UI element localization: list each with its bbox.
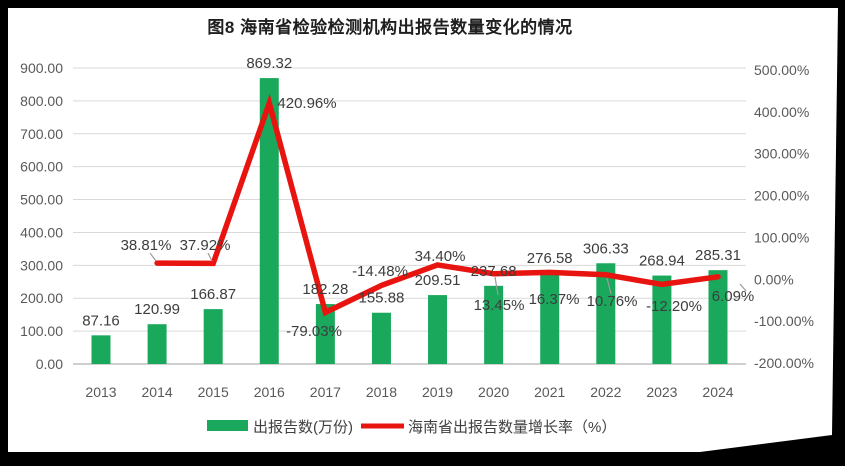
line-value-label: 13.45% [474, 297, 525, 314]
right-axis-tick: 300.00% [754, 146, 809, 162]
bar-value-label: 120.99 [134, 301, 180, 318]
right-axis-tick: 0.00% [754, 271, 794, 287]
growth-line [154, 93, 721, 317]
line-value-label: -79.03% [286, 323, 342, 340]
bar-value-label: 209.51 [415, 272, 461, 289]
left-axis-tick: 700.00 [20, 126, 63, 142]
x-axis-label: 2014 [142, 384, 173, 400]
line-value-labels: 38.81% 37.92% 420.96% -79.03% -14.48% 34.40% 1… [121, 95, 755, 340]
line-value-label: 6.09% [712, 288, 755, 305]
growth-line-series [154, 93, 721, 317]
bar-value-label: 237.68 [471, 263, 517, 280]
x-axis-label: 2020 [478, 384, 509, 400]
bar-2024 [708, 270, 728, 364]
leader-line [207, 252, 213, 262]
legend: 出报告数(万份) 海南省出报告数量增长率（%） [207, 419, 616, 436]
bar-value-label: 182.28 [302, 281, 348, 298]
bar-2023 [652, 275, 672, 364]
bar-2017 [315, 304, 335, 364]
bar-2016 [259, 78, 279, 365]
bar-2021 [540, 273, 560, 364]
bar-2020 [484, 285, 504, 364]
x-axis-label: 2023 [646, 384, 677, 400]
left-axis-tick: 500.00 [20, 192, 63, 208]
left-axis-tick: 400.00 [20, 224, 63, 240]
right-axis-tick: 200.00% [754, 188, 809, 204]
x-axis-label: 2019 [422, 384, 453, 400]
bar-2015 [203, 309, 223, 364]
bar-value-label: 276.58 [527, 250, 573, 267]
line-value-label: -14.48% [352, 263, 408, 280]
x-axis-label: 2024 [702, 384, 733, 400]
bar-value-label: 285.31 [695, 247, 741, 264]
right-axis-tick: 400.00% [754, 104, 809, 120]
x-axis-labels: 2013 2014 2015 2016 2017 2018 2019 2020 2021 2022… [85, 384, 733, 400]
right-axis-tick: 100.00% [754, 229, 809, 245]
line-value-label: 34.40% [415, 248, 466, 265]
bar-2018 [371, 312, 391, 364]
right-axis-tick: -200.00% [754, 355, 814, 371]
x-axis-label: 2016 [254, 384, 285, 400]
left-axis-tick: 100.00 [20, 323, 63, 339]
bar-2019 [428, 295, 448, 364]
bar-value-label: 155.88 [359, 290, 405, 307]
bar-value-label: 166.87 [190, 286, 236, 303]
legend-bar-swatch [207, 420, 248, 431]
bar-value-labels: 87.16 120.99 166.87 869.32 182.28 155.88 209.5… [82, 55, 741, 329]
left-axis-tick: 600.00 [20, 159, 63, 175]
line-value-label: 38.81% [121, 237, 172, 254]
left-axis-tick: 800.00 [20, 93, 63, 109]
left-axis-tick-labels: 900.00 800.00 700.00 600.00 500.00 400.00 300.… [20, 60, 63, 372]
left-axis-tick: 300.00 [20, 257, 63, 273]
bar-value-label: 306.33 [583, 240, 629, 257]
leader-line [739, 283, 747, 292]
bar-2022 [596, 263, 616, 364]
leader-line [494, 276, 499, 296]
bar-2014 [147, 324, 167, 364]
line-value-label: 10.76% [587, 293, 638, 310]
left-axis-tick: 200.00 [20, 290, 63, 306]
bar-2013 [91, 335, 111, 364]
leader-line [606, 277, 612, 295]
gridlines [73, 67, 746, 365]
bar-value-label: 268.94 [639, 253, 685, 270]
legend-line-label: 海南省出报告数量增长率（%） [408, 419, 616, 436]
right-axis-tick: -100.00% [754, 313, 814, 329]
right-axis-tick: 500.00% [754, 62, 809, 78]
x-axis-label: 2018 [366, 384, 397, 400]
chart-canvas: 图8 海南省检验检测机构出报告数量变化的情况 900.00 800.00 700.0… [8, 8, 838, 452]
leader-line [149, 252, 157, 262]
line-value-label: -12.20% [646, 298, 702, 315]
bar-value-label: 869.32 [246, 55, 292, 72]
line-value-label: 37.92% [180, 237, 231, 254]
legend-bar-label: 出报告数(万份) [253, 419, 353, 436]
line-value-label: 16.37% [529, 291, 580, 308]
left-axis-tick: 900.00 [20, 60, 63, 76]
bar-series [91, 78, 728, 365]
x-axis-label: 2015 [198, 384, 229, 400]
x-axis-label: 2017 [310, 384, 341, 400]
line-value-label: 420.96% [277, 95, 336, 112]
label-leader-lines [149, 252, 747, 296]
x-axis-label: 2022 [590, 384, 621, 400]
chart-title: 图8 海南省检验检测机构出报告数量变化的情况 [207, 17, 572, 37]
x-axis-label: 2021 [534, 384, 565, 400]
bar-value-label: 87.16 [82, 312, 120, 329]
left-axis-tick: 0.00 [36, 356, 63, 372]
right-axis-tick-labels: 500.00% 400.00% 300.00% 200.00% 100.00% 0.00%… [754, 62, 814, 371]
x-axis-label: 2013 [85, 384, 116, 400]
